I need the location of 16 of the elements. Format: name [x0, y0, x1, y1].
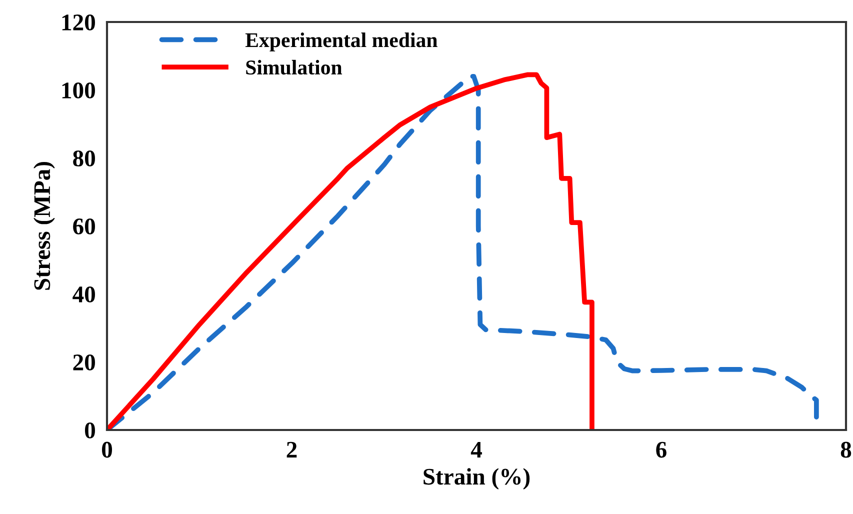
y-tick-label: 0 — [84, 422, 95, 438]
y-tick-label: 20 — [73, 354, 95, 370]
y-tick-label: 40 — [72, 286, 95, 302]
y-tick-label: 120 — [62, 14, 95, 30]
y-axis-title: Stress (MPa) — [34, 162, 55, 290]
x-tick-label: 6 — [656, 442, 666, 458]
legend-label: Simulation — [246, 60, 342, 75]
y-tick-label: 80 — [73, 150, 95, 166]
y-tick-label: 100 — [62, 82, 95, 98]
x-tick-label: 0 — [102, 442, 112, 458]
x-axis-title: Strain (%) — [424, 468, 530, 490]
x-tick-label: 2 — [286, 442, 297, 458]
x-tick-label: 8 — [840, 442, 852, 458]
y-tick-label: 60 — [73, 218, 95, 234]
legend-label: Experimental median — [245, 32, 438, 52]
x-tick-label: 4 — [470, 442, 482, 458]
